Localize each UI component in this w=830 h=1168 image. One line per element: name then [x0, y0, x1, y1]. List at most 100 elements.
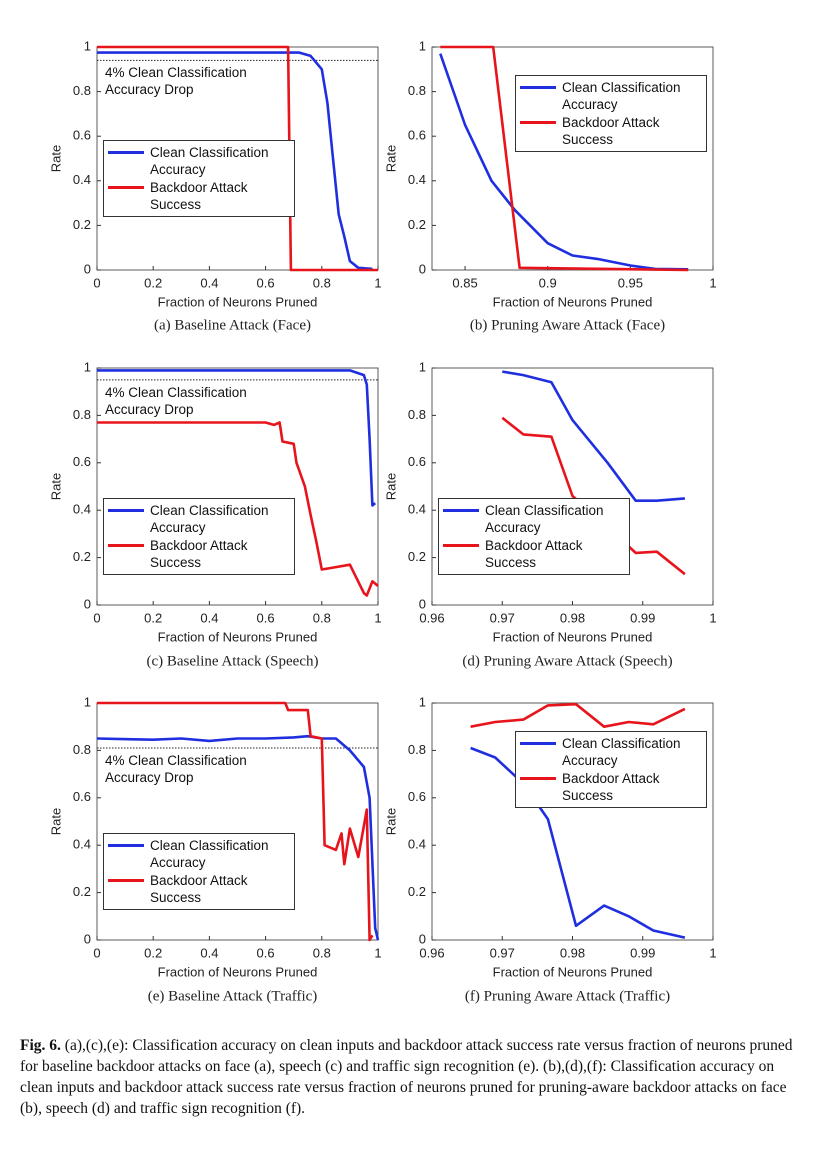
x-tick-label: 0.6 [257, 610, 275, 625]
data-line [97, 369, 377, 507]
x-tick-label: 0.2 [144, 275, 162, 290]
x-tick-label: 0.4 [200, 945, 218, 960]
x-tick-label: 1 [709, 275, 716, 290]
legend-swatch [108, 879, 144, 882]
y-tick-label: 0.2 [73, 549, 91, 564]
y-tick-label: 0.2 [73, 217, 91, 232]
x-axis-label: Fraction of Neurons Pruned [493, 294, 653, 309]
legend-label: Clean Classification Accuracy [485, 503, 604, 535]
x-tick-label: 0.9 [539, 275, 557, 290]
x-tick-label: 1 [374, 275, 381, 290]
legend-entry: Clean Classification Accuracy [108, 144, 288, 178]
plot-frame [431, 46, 714, 271]
legend-label: Clean Classification Accuracy [150, 503, 269, 535]
y-tick-label: 0.2 [73, 884, 91, 899]
legend-swatch [108, 509, 144, 512]
x-tick-label: 0.6 [257, 275, 275, 290]
y-axis-label: Rate [48, 473, 63, 500]
legend-swatch [443, 544, 479, 547]
legend-swatch [108, 544, 144, 547]
legend-entry: Clean Classification Accuracy [443, 502, 623, 536]
y-tick-label: 0.6 [408, 789, 426, 804]
y-tick-label: 1 [419, 359, 426, 374]
x-tick-label: 1 [709, 945, 716, 960]
x-tick-label: 0.2 [144, 610, 162, 625]
legend-entry: Backdoor Attack Success [520, 114, 700, 148]
x-tick-label: 0.99 [630, 945, 655, 960]
x-tick-label: 0.98 [560, 610, 585, 625]
x-tick-label: 0.96 [419, 945, 444, 960]
legend-entry: Backdoor Attack Success [108, 179, 288, 213]
y-tick-label: 0 [419, 931, 426, 946]
x-tick-label: 0.4 [200, 275, 218, 290]
legend-swatch [520, 121, 556, 124]
x-tick-label: 0.4 [200, 610, 218, 625]
legend: Clean Classification Accuracy Backdoor At… [515, 75, 707, 152]
x-tick-label: 1 [709, 610, 716, 625]
x-axis-label: Fraction of Neurons Pruned [493, 964, 653, 979]
data-line [97, 421, 379, 597]
y-tick-label: 0 [419, 261, 426, 276]
legend: Clean Classification Accuracy Backdoor At… [438, 498, 630, 575]
legend-swatch [108, 844, 144, 847]
legend-swatch [443, 509, 479, 512]
legend-entry: Backdoor Attack Success [520, 770, 700, 804]
y-tick-label: 0.6 [73, 789, 91, 804]
x-tick-label: 0.99 [630, 610, 655, 625]
y-tick-label: 0.4 [408, 502, 426, 517]
chart-caption: (a) Baseline Attack (Face) [154, 317, 311, 333]
y-tick-label: 1 [419, 694, 426, 709]
y-tick-label: 0.8 [408, 742, 426, 757]
y-tick-label: 0.6 [408, 454, 426, 469]
annotation: 4% Clean Classification Accuracy Drop [105, 752, 275, 787]
y-tick-label: 1 [84, 359, 91, 374]
chart-caption: (e) Baseline Attack (Traffic) [148, 988, 318, 1004]
x-tick-label: 0.96 [419, 610, 444, 625]
legend-label: Backdoor Attack Success [150, 873, 248, 905]
legend-swatch [108, 186, 144, 189]
legend-entry: Clean Classification Accuracy [520, 79, 700, 113]
legend-swatch [520, 777, 556, 780]
legend-label: Backdoor Attack Success [562, 771, 660, 803]
chart-caption: (f) Pruning Aware Attack (Traffic) [465, 988, 670, 1004]
legend-label: Backdoor Attack Success [150, 538, 248, 570]
data-line [439, 53, 689, 271]
y-tick-label: 0.4 [408, 837, 426, 852]
y-tick-label: 0.2 [408, 549, 426, 564]
legend-entry: Clean Classification Accuracy [108, 502, 288, 536]
legend-entry: Backdoor Attack Success [443, 537, 623, 571]
legend-swatch [520, 742, 556, 745]
legend: Clean Classification Accuracy Backdoor At… [103, 833, 295, 910]
chart-caption: (b) Pruning Aware Attack (Face) [470, 317, 665, 333]
y-tick-label: 0 [84, 261, 91, 276]
y-tick-label: 0.4 [73, 172, 91, 187]
legend-entry: Backdoor Attack Success [108, 537, 288, 571]
y-tick-label: 0.2 [408, 217, 426, 232]
legend-label: Clean Classification Accuracy [150, 145, 269, 177]
x-tick-label: 0.98 [560, 945, 585, 960]
y-tick-label: 0.4 [73, 502, 91, 517]
y-tick-label: 0.6 [408, 128, 426, 143]
x-tick-label: 0.95 [618, 275, 643, 290]
x-axis-label: Fraction of Neurons Pruned [158, 294, 318, 309]
y-tick-label: 0 [419, 596, 426, 611]
legend-label: Backdoor Attack Success [150, 180, 248, 212]
data-line [470, 702, 686, 728]
y-axis-label: Rate [48, 145, 63, 172]
annotation: 4% Clean Classification Accuracy Drop [105, 383, 275, 418]
x-tick-label: 0.85 [452, 275, 477, 290]
y-tick-label: 1 [84, 38, 91, 53]
y-tick-label: 0.6 [73, 454, 91, 469]
x-tick-label: 0 [93, 610, 100, 625]
y-axis-label: Rate [48, 808, 63, 835]
legend-label: Backdoor Attack Success [562, 115, 660, 147]
plot-frame [96, 367, 379, 606]
annotation: 4% Clean Classification Accuracy Drop [105, 64, 275, 99]
figure: 0 0.2 0.4 0.6 0.8 1 0 0.2 0.4 0.6 0.8 1 Fraction of … [48, 38, 716, 1004]
y-tick-label: 0.6 [73, 128, 91, 143]
x-tick-label: 1 [374, 945, 381, 960]
caption-text: (a),(c),(e): Classification accuracy on … [20, 1037, 793, 1117]
chart-caption: (d) Pruning Aware Attack (Speech) [462, 653, 672, 669]
legend: Clean Classification Accuracy Backdoor At… [103, 140, 295, 217]
legend-label: Clean Classification Accuracy [562, 736, 681, 768]
